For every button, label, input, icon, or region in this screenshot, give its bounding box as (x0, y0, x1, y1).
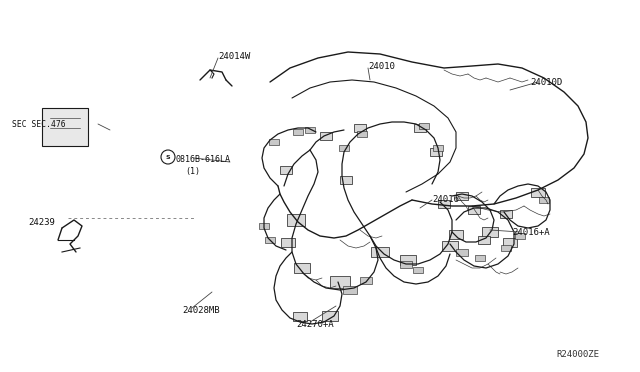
Bar (287, 214, 305, 226)
Bar (320, 132, 332, 140)
Bar (360, 276, 372, 283)
Bar (500, 210, 512, 218)
Text: 24016: 24016 (432, 195, 459, 204)
Bar (515, 233, 525, 239)
Bar (414, 124, 426, 132)
Bar (269, 139, 279, 145)
Text: R24000ZE: R24000ZE (556, 350, 599, 359)
Bar (468, 206, 480, 214)
Bar (330, 276, 350, 288)
Bar (293, 311, 307, 321)
Bar (293, 129, 303, 135)
Bar (280, 166, 292, 174)
Bar (539, 197, 549, 203)
Bar (456, 248, 468, 256)
Bar (442, 241, 458, 251)
Bar (322, 311, 338, 321)
Text: 24270+A: 24270+A (296, 320, 333, 329)
Text: S: S (166, 154, 170, 160)
Bar (281, 237, 295, 247)
Bar (456, 192, 468, 200)
Text: 0816B-616LA: 0816B-616LA (176, 155, 231, 164)
Bar (433, 145, 443, 151)
Bar (42, 108, 88, 146)
Bar (339, 145, 349, 151)
Bar (343, 286, 357, 294)
Text: SEC SEC.476: SEC SEC.476 (12, 120, 66, 129)
Text: 24028MB: 24028MB (182, 306, 220, 315)
Bar (430, 148, 442, 156)
Text: 24010D: 24010D (530, 78, 563, 87)
Text: (1): (1) (185, 167, 200, 176)
Bar (400, 255, 416, 265)
Bar (501, 245, 511, 251)
Bar (478, 236, 490, 244)
Bar (259, 223, 269, 229)
Bar (357, 131, 367, 137)
Text: 24016+A: 24016+A (512, 228, 550, 237)
Text: 24014W: 24014W (218, 52, 250, 61)
Bar (438, 200, 450, 208)
Bar (413, 267, 423, 273)
Bar (340, 176, 352, 184)
Bar (294, 263, 310, 273)
Bar (305, 127, 315, 133)
Bar (265, 237, 275, 243)
Bar (354, 124, 366, 132)
Bar (531, 187, 545, 196)
Bar (419, 123, 429, 129)
Bar (482, 227, 498, 237)
Bar (400, 260, 412, 267)
Bar (475, 255, 485, 261)
Text: 24239: 24239 (28, 218, 55, 227)
Bar (503, 237, 517, 247)
Bar (371, 247, 389, 257)
Text: 24010: 24010 (368, 62, 395, 71)
Bar (449, 230, 463, 238)
